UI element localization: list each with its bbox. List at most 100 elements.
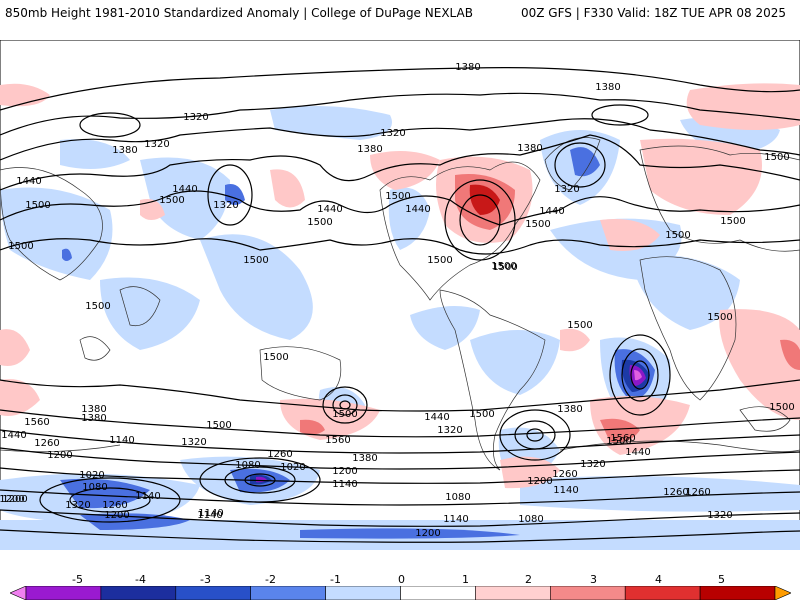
colorbar-tick: -5 <box>72 573 83 586</box>
contour-label: 1440 <box>539 206 564 217</box>
colorbar-tick: 3 <box>590 573 597 586</box>
contour-label: 1380 <box>112 145 137 156</box>
contour-label: 1380 <box>81 413 106 424</box>
map-title: 850mb Height 1981-2010 Standardized Anom… <box>5 6 473 20</box>
contour-label: 1500 <box>206 420 231 431</box>
contour-label: 1560 <box>325 435 350 446</box>
positive-anomaly-areas <box>0 83 800 489</box>
contour-label: 1200 <box>415 528 440 539</box>
colorbar-ticks: -5 -4 -3 -2 -1 0 1 2 3 4 5 <box>0 573 800 586</box>
contour-label: 1260 <box>267 449 292 460</box>
contour-label: 1260 <box>552 469 577 480</box>
height-contours <box>0 67 800 543</box>
colorbar-tick: -4 <box>135 573 146 586</box>
contour-label: 1200 <box>47 450 72 461</box>
contour-label: 1320 <box>437 425 462 436</box>
contour-label: 1260 <box>663 487 688 498</box>
contour-label: 1500 <box>307 217 332 228</box>
contour-label: 1380 <box>595 82 620 93</box>
colorbar-segment <box>250 586 326 600</box>
contour-label: 1500 <box>769 402 794 413</box>
colorbar-segment <box>699 586 776 600</box>
contour-label: 1080 <box>518 514 543 525</box>
contour-label: 1200 <box>104 510 129 521</box>
contour-label: 1440 <box>172 184 197 195</box>
contour-label: 1500 <box>525 219 550 230</box>
anomaly-colorbar <box>10 586 791 600</box>
contour-label: 1440 <box>317 204 342 215</box>
contour-label: 1500 <box>469 409 494 420</box>
contour-label: 1320 <box>213 200 238 211</box>
contour-label: 1440 <box>405 204 430 215</box>
contour-label: 1500 <box>720 216 745 227</box>
colorbar-segment <box>25 586 102 600</box>
contour-label: 1200 <box>527 476 552 487</box>
contour-label: 1320 <box>183 112 208 123</box>
contour-label: 1380 <box>81 404 106 415</box>
colorbar-segment <box>475 586 551 600</box>
contour-label: 1380 <box>352 453 377 464</box>
contour-label: 1500 <box>25 200 50 211</box>
colorbar-tick: -3 <box>200 573 211 586</box>
colorbar-tick: 5 <box>718 573 725 586</box>
contour-label: 1080 <box>82 482 107 493</box>
contour-label: 1320 <box>181 437 206 448</box>
contour-label: 1320 <box>580 459 605 470</box>
colorbar-tick: 2 <box>525 573 532 586</box>
contour-label: 1320 <box>380 128 405 139</box>
colorbar-tick: 4 <box>655 573 662 586</box>
contour-label: 1560 <box>610 433 635 444</box>
contour-label: 1140 <box>553 485 578 496</box>
contour-label: 1500 <box>85 301 110 312</box>
contour-label: 1140 <box>197 510 222 521</box>
contour-label: 1080 <box>445 492 470 503</box>
contour-label: 1020 <box>79 470 104 481</box>
contour-label: 1500 <box>427 255 452 266</box>
contour-label: 1320 <box>144 139 169 150</box>
colorbar-tick: -2 <box>265 573 276 586</box>
colorbar-segment <box>400 586 476 600</box>
contour-label: 1500 <box>263 352 288 363</box>
contour-label: 1320 <box>65 500 90 511</box>
contour-label: 1440 <box>16 176 41 187</box>
colorbar-segment <box>549 586 626 600</box>
contour-label: 1500 <box>159 195 184 206</box>
contour-label: 1500 <box>606 436 631 447</box>
contour-label: 1440 <box>424 412 449 423</box>
contour-label: 1200 <box>0 494 25 505</box>
contour-label: 1500 <box>491 261 516 272</box>
contour-label: 1500 <box>764 152 789 163</box>
contour-label: 1260 <box>685 487 710 498</box>
contour-label: 1380 <box>455 62 480 73</box>
contour-label: 1200 <box>2 494 27 505</box>
contour-labels: 1380 1380 1320 1380 1320 1440 1500 1320 … <box>0 62 795 539</box>
colorbar-segment <box>624 586 701 600</box>
colorbar-segment <box>175 586 252 600</box>
contour-label: 1500 <box>707 312 732 323</box>
contour-label: 1260 <box>102 500 127 511</box>
contour-label: 1320 <box>707 510 732 521</box>
colorbar-tick: 1 <box>462 573 469 586</box>
contour-label: 1020 <box>280 462 305 473</box>
contour-label: 1440 <box>1 430 26 441</box>
colorbar-segment <box>774 586 791 600</box>
contour-label: 1500 <box>8 241 33 252</box>
colorbar-tick: -1 <box>330 573 341 586</box>
contour-label: 1320 <box>554 184 579 195</box>
contour-label: 1500 <box>665 230 690 241</box>
contour-label: 1500 <box>243 255 268 266</box>
contour-label: 1140 <box>135 491 160 502</box>
contour-label: 1140 <box>198 508 223 519</box>
valid-time-label: 00Z GFS | F330 Valid: 18Z TUE APR 08 202… <box>520 6 786 20</box>
contour-label: 1380 <box>557 404 582 415</box>
contour-label: 1140 <box>109 435 134 446</box>
colorbar-segment <box>100 586 177 600</box>
contour-label: 1500 <box>332 409 357 420</box>
contour-label: 1500 <box>385 191 410 202</box>
contour-label: 1560 <box>24 417 49 428</box>
contour-label: 1440 <box>625 447 650 458</box>
contour-label: 1500 <box>567 320 592 331</box>
contour-label: 1380 <box>517 143 542 154</box>
colorbar-segment <box>10 586 27 600</box>
contour-label: 1260 <box>34 438 59 449</box>
